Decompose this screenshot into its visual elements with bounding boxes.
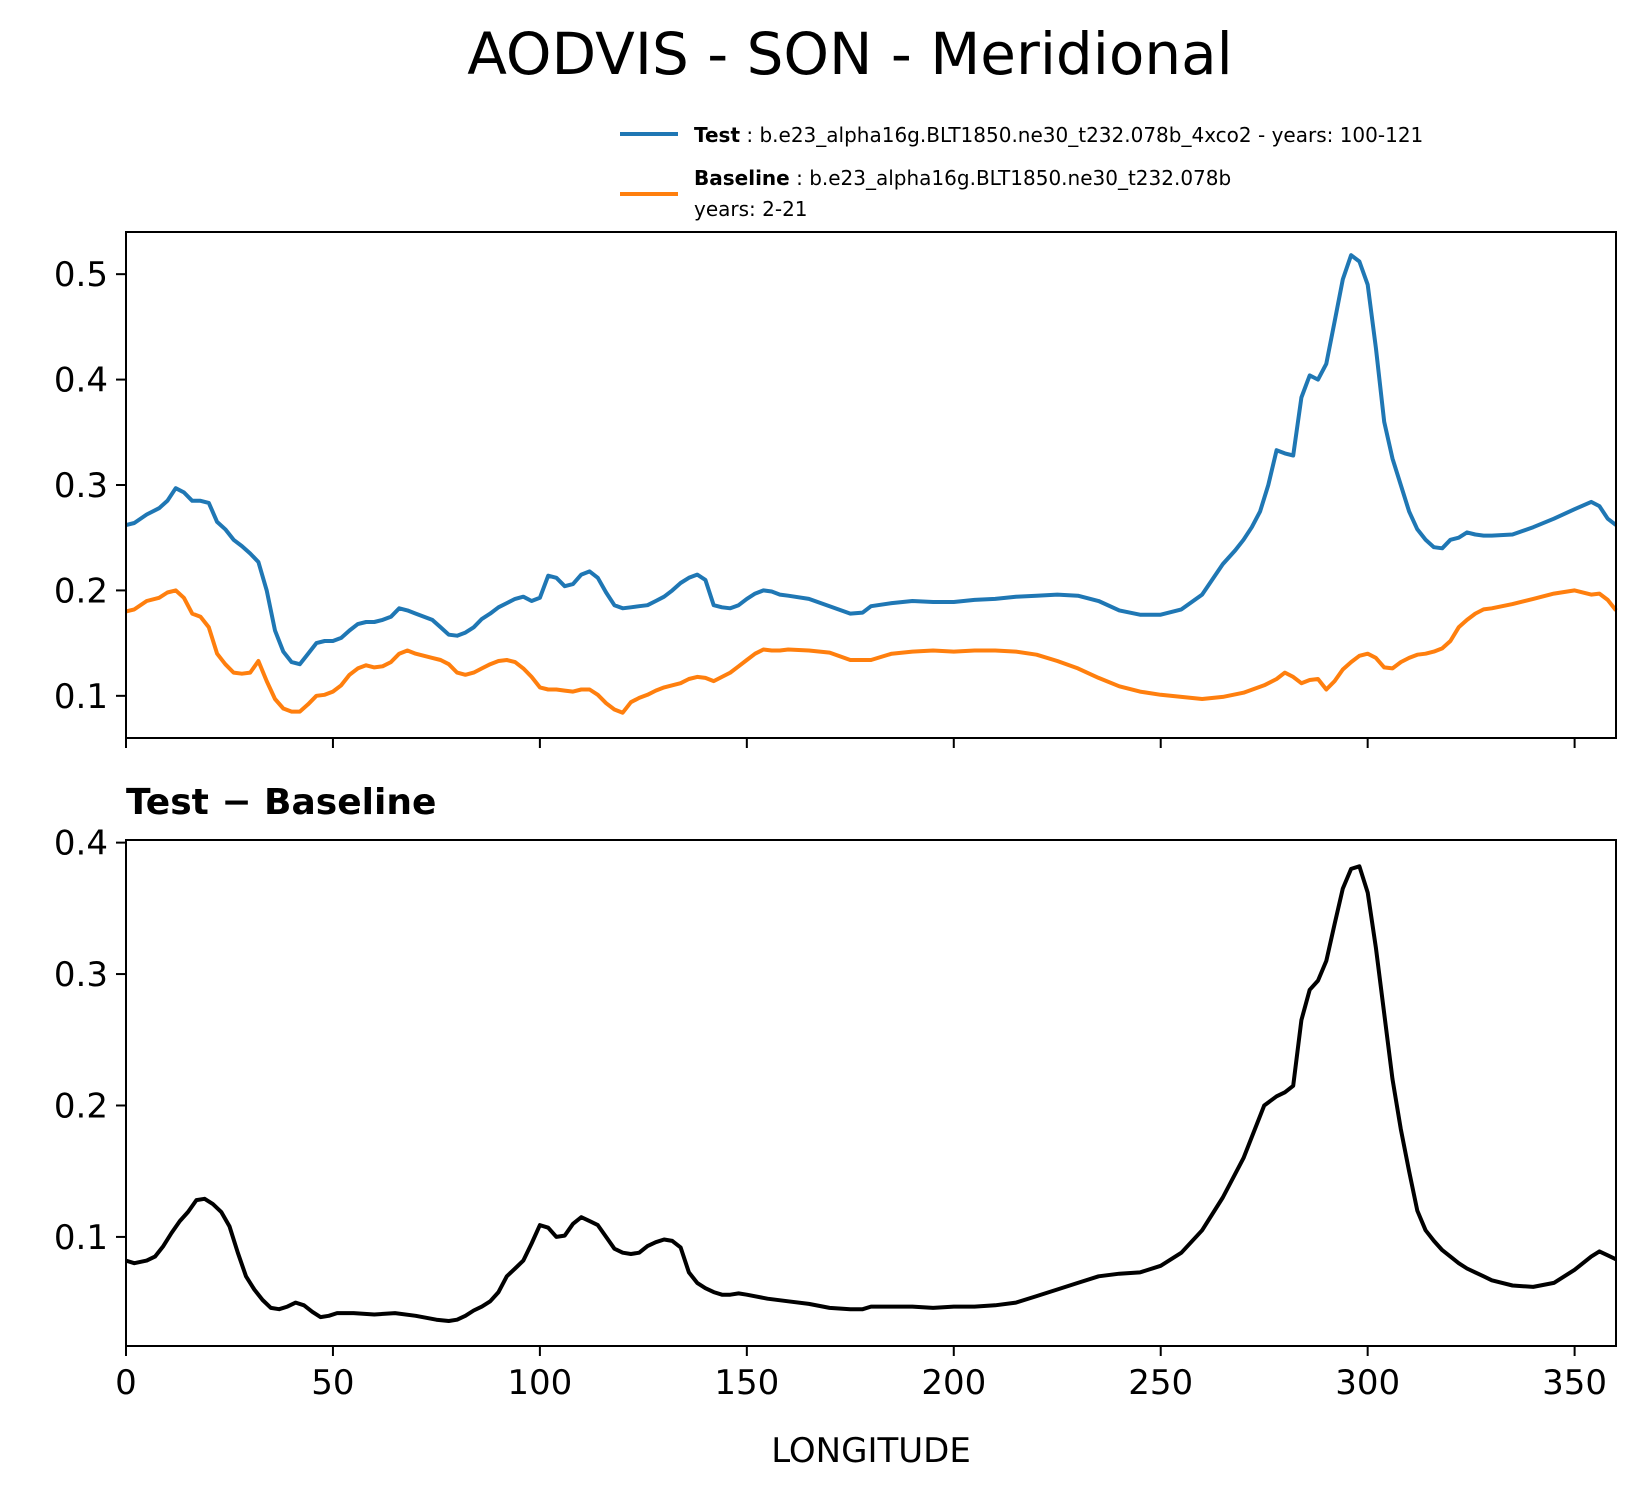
- top-ytick-label: 0.2: [54, 571, 108, 611]
- bottom-x-axis: 0 50 100 150 200 250 300 350: [115, 1346, 1607, 1403]
- top-ytick-label: 0.3: [54, 466, 108, 506]
- bottom-xtick-label: 0: [115, 1363, 137, 1403]
- legend-test-text: : b.e23_alpha16g.BLT1850.ne30_t232.078b_…: [746, 123, 1423, 147]
- top-series-line-test: [125, 253, 1618, 667]
- x-axis-label: LONGITUDE: [771, 1431, 971, 1471]
- top-y-axis: 0.1 0.2 0.3 0.4 0.5: [54, 255, 126, 717]
- panel-top: 0.1 0.2 0.3 0.4 0.5: [54, 231, 1618, 748]
- bottom-xtick-label: 250: [1128, 1363, 1193, 1403]
- legend-baseline-name: Baseline: [694, 166, 790, 190]
- bottom-xtick-label: 50: [311, 1363, 354, 1403]
- top-ytick-label: 0.1: [54, 677, 108, 717]
- top-series-group: [125, 253, 1618, 715]
- bottom-ytick-label: 0.4: [54, 824, 108, 864]
- bottom-xtick-label: 200: [921, 1363, 986, 1403]
- legend-test-label: Test : b.e23_alpha16g.BLT1850.ne30_t232.…: [694, 123, 1423, 147]
- panel-bottom: Test − Baseline 0.1 0.2 0.3 0.4 0 50 100 150 20…: [54, 782, 1617, 1471]
- top-plot-frame: [125, 231, 1617, 739]
- top-ytick-label: 0.4: [54, 361, 108, 401]
- bottom-plot-frame: [125, 839, 1617, 1347]
- bottom-series-group: [125, 864, 1617, 1323]
- figure-title: AODVIS - SON - Meridional: [467, 20, 1233, 88]
- legend: Test : b.e23_alpha16g.BLT1850.ne30_t232.…: [620, 123, 1423, 221]
- bottom-xtick-label: 150: [714, 1363, 779, 1403]
- legend-baseline-years: years: 2-21: [694, 197, 808, 221]
- bottom-series-line-test-baseline: [125, 864, 1617, 1323]
- bottom-xtick-label: 100: [507, 1363, 572, 1403]
- bottom-ytick-label: 0.1: [54, 1218, 108, 1258]
- top-x-axis: [125, 738, 1576, 748]
- legend-test-name: Test: [694, 123, 740, 147]
- bottom-panel-title: Test − Baseline: [126, 782, 436, 823]
- legend-baseline-text: : b.e23_alpha16g.BLT1850.ne30_t232.078b: [796, 166, 1231, 190]
- top-ytick-label: 0.5: [54, 255, 108, 295]
- bottom-xtick-label: 300: [1335, 1363, 1400, 1403]
- bottom-ytick-label: 0.3: [54, 955, 108, 995]
- top-series-line-baseline: [125, 588, 1618, 715]
- bottom-ytick-label: 0.2: [54, 1086, 108, 1126]
- legend-baseline-label: Baseline : b.e23_alpha16g.BLT1850.ne30_t…: [694, 166, 1231, 190]
- bottom-xtick-label: 350: [1542, 1363, 1607, 1403]
- bottom-y-axis: 0.1 0.2 0.3 0.4: [54, 824, 126, 1258]
